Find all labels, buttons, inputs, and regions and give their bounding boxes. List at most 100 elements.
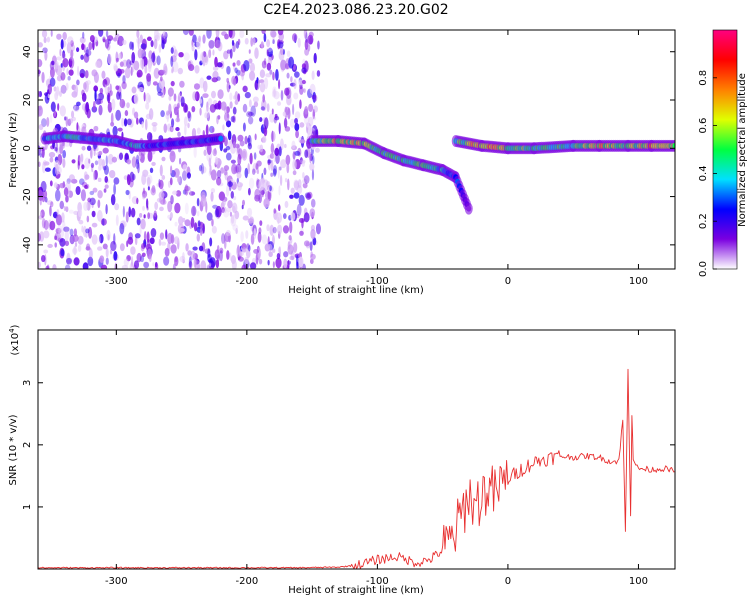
spectrogram-noise-speck	[199, 227, 203, 237]
spectrogram-trace-cell	[466, 205, 472, 212]
spectrogram-noise-speck	[96, 246, 103, 251]
spectrogram-noise-speck	[113, 177, 120, 185]
spectrogram-noise-speck	[98, 235, 101, 244]
spectrogram-noise-speck	[131, 156, 137, 168]
spectrogram-noise-speck	[164, 247, 170, 257]
spectrogram-noise-speck	[188, 261, 193, 269]
spectrogram-noise-speck	[97, 177, 102, 183]
spectrogram-noise-speck	[44, 167, 51, 172]
spectrogram-noise-speck	[119, 222, 125, 235]
spectrogram-noise-speck	[84, 70, 89, 79]
spectrogram-noise-speck	[178, 51, 184, 58]
spectrogram-noise-speck	[199, 60, 203, 66]
spectrogram-noise-speck	[275, 257, 282, 269]
spectrogram-noise-speck	[78, 219, 84, 225]
spectrogram-noise-speck	[193, 83, 201, 90]
spectrogram-noise-speck	[295, 130, 299, 139]
spectrogram-noise-speck	[287, 259, 290, 269]
spectrogram-noise-speck	[95, 60, 102, 68]
spectrogram-noise-speck	[107, 92, 111, 104]
spectrogram-noise-speck	[216, 176, 222, 186]
spectrogram-noise-speck	[105, 155, 108, 167]
spectrogram-noise-speck	[272, 248, 276, 253]
spectrogram-noise-speck	[234, 90, 239, 101]
spectrogram-noise-speck	[170, 234, 175, 244]
snr-frame	[37, 329, 676, 570]
spectrogram-noise-speck	[192, 206, 196, 216]
spectrogram-noise-speck	[278, 185, 281, 196]
spectrogram-noise-speck	[264, 117, 269, 130]
spectrogram-noise-speck	[212, 70, 219, 80]
spectrogram-noise-speck	[158, 78, 165, 90]
spectrogram-noise-speck	[290, 212, 296, 221]
spectrogram-noise-speck	[253, 248, 259, 254]
spectrogram-noise-speck	[124, 110, 129, 117]
spectrogram-noise-speck	[156, 32, 162, 38]
spectrogram-noise-speck	[235, 163, 242, 175]
spectrogram-noise-speck	[132, 107, 136, 116]
spectrogram-noise-speck	[285, 63, 289, 70]
spectrogram-noise-speck	[131, 173, 136, 181]
spectrogram-noise-speck	[126, 118, 132, 126]
spectrogram-noise-speck	[172, 61, 179, 73]
spectrogram-noise-speck	[77, 65, 80, 76]
spectrogram-noise-speck	[45, 265, 50, 269]
spectrogram-noise-speck	[277, 224, 283, 235]
spectrogram-noise-speck	[292, 103, 295, 116]
spectrogram-noise-speck	[59, 237, 66, 247]
spectrogram-noise-speck	[236, 172, 242, 179]
spectrogram-noise-speck	[166, 123, 172, 132]
spectrogram-noise-speck	[266, 49, 269, 57]
spectrogram-noise-speck	[167, 87, 174, 97]
spectrogram-noise-speck	[272, 168, 277, 177]
spectrogram-noise-speck	[121, 81, 127, 90]
spectrogram-noise-speck	[174, 255, 179, 267]
spectrogram-noise-speck	[280, 59, 287, 71]
spectrogram-noise-speck	[246, 111, 253, 118]
snr-y-label: SNR (10 * v/v)	[8, 414, 19, 485]
spectrogram-noise-speck	[273, 91, 280, 100]
spectrogram-noise-speck	[89, 197, 96, 206]
spectrogram-noise-speck	[227, 181, 233, 188]
spectrogram-noise-speck	[55, 227, 62, 234]
spectrogram-noise-speck	[226, 65, 231, 75]
spectrogram-noise-speck	[112, 125, 118, 137]
spectrogram-noise-speck	[231, 39, 235, 47]
spectrogram-noise-speck	[50, 201, 54, 208]
spectrogram-noise-speck	[191, 44, 195, 52]
spectrogram-noise-speck	[311, 116, 317, 121]
spectrogram-noise-speck	[274, 113, 278, 119]
snr-y-tick-label: 3	[22, 380, 33, 386]
spectrogram-noise-speck	[146, 131, 153, 142]
spectrogram-noise-speck	[93, 170, 96, 181]
spectrogram-noise-speck	[54, 189, 61, 202]
spectrogram-noise-speck	[236, 59, 241, 66]
spectrogram-noise-speck	[305, 193, 312, 201]
spectrogram-noise-speck	[105, 257, 109, 265]
spectrogram-noise-speck	[46, 200, 53, 206]
spectrogram-noise-speck	[161, 175, 166, 181]
spectrogram-x-axis: -300 -200 -100 0 100	[105, 30, 648, 287]
spectrogram-noise-speck	[53, 109, 57, 118]
spectrogram-noise-speck	[219, 250, 223, 262]
spectrogram-noise-speck	[70, 49, 74, 58]
spectrogram-noise-speck	[77, 235, 84, 245]
spectrogram-noise-speck	[139, 212, 143, 218]
spectrogram-noise-speck	[72, 234, 79, 242]
spectrogram-noise-speck	[136, 30, 140, 39]
spectrogram-noise-speck	[167, 200, 173, 213]
spectrogram-noise-speck	[273, 165, 278, 176]
spectrogram-noise-speck	[292, 159, 297, 171]
spectrogram-noise-speck	[282, 111, 286, 117]
spectrogram-noise-speck	[225, 229, 231, 237]
spectrogram-noise-speck	[187, 111, 192, 122]
spectrogram-noise-speck	[168, 103, 172, 115]
spectrogram-noise-speck	[81, 43, 85, 51]
snr-y-tick-label: 2	[22, 442, 33, 448]
spectrogram-noise-speck	[221, 196, 228, 203]
spectrogram-noise-speck	[102, 38, 106, 43]
spectrogram-noise-speck	[198, 98, 203, 104]
spectrogram-noise-speck	[261, 60, 267, 69]
spectrogram-noise-speck	[38, 69, 41, 75]
spectrogram-noise-speck	[309, 83, 316, 95]
